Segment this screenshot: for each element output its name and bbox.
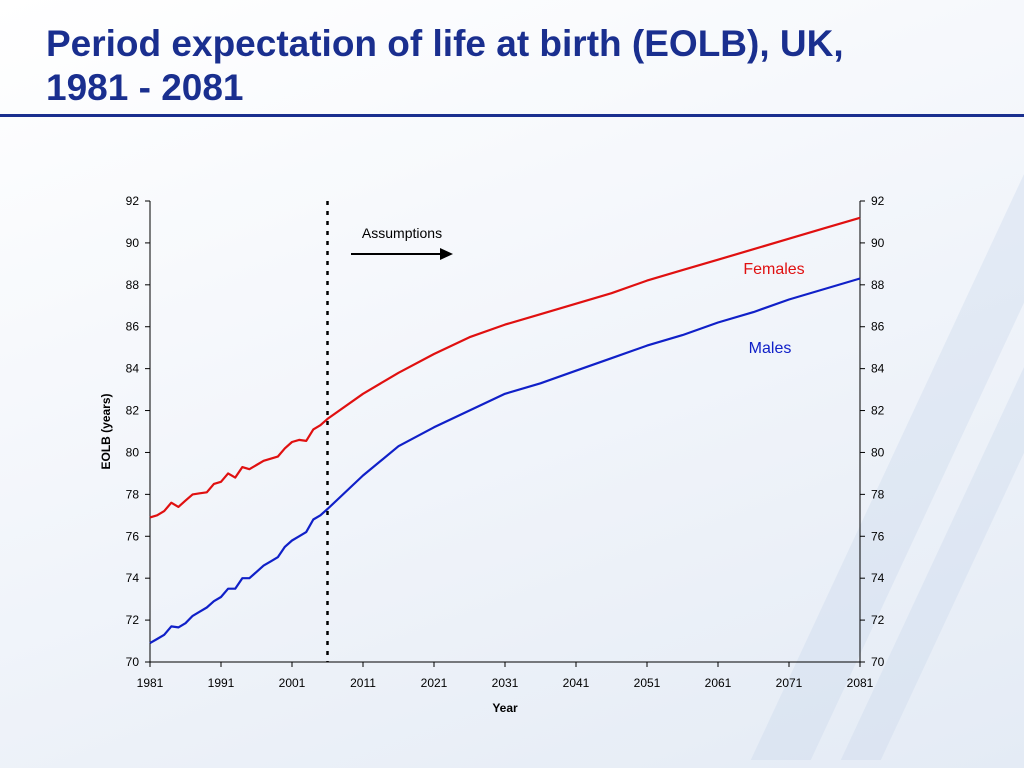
series-label-males: Males [749, 340, 792, 357]
x-tick-label: 2071 [776, 676, 803, 690]
y-tick-label-right: 86 [871, 320, 885, 334]
y-tick-label-right: 76 [871, 529, 885, 543]
series-label-females: Females [743, 261, 804, 278]
y-tick-label-left: 80 [126, 445, 140, 459]
y-tick-label-left: 82 [126, 404, 140, 418]
y-axis-title: EOLB (years) [99, 393, 113, 469]
x-tick-label: 2021 [421, 676, 448, 690]
y-tick-label-left: 88 [126, 278, 140, 292]
y-tick-label-right: 82 [871, 404, 885, 418]
x-tick-label: 2011 [350, 676, 376, 690]
y-tick-label-left: 90 [126, 236, 140, 250]
y-tick-label-right: 92 [871, 194, 885, 208]
y-tick-label-right: 88 [871, 278, 885, 292]
y-tick-label-right: 78 [871, 487, 885, 501]
x-tick-label: 2031 [492, 676, 519, 690]
chart-series: Females Males [149, 216, 861, 645]
assumptions-label: Assumptions [362, 225, 442, 241]
series-line-females [149, 216, 861, 519]
x-tick-label: 1991 [208, 676, 235, 690]
slide-title-line1: Period expectation of life at birth (EOL… [46, 23, 844, 64]
x-tick-label: 2081 [847, 676, 874, 690]
y-tick-label-right: 80 [871, 445, 885, 459]
y-tick-label-left: 84 [126, 362, 140, 376]
y-tick-label-left: 86 [126, 320, 140, 334]
y-tick-label-right: 74 [871, 571, 885, 585]
y-tick-label-left: 74 [126, 571, 140, 585]
y-tick-label-left: 76 [126, 529, 140, 543]
y-tick-label-right: 70 [871, 655, 885, 669]
y-tick-label-right: 84 [871, 362, 885, 376]
x-tick-label: 1981 [137, 676, 164, 690]
slide-title-line2: 1981 - 2081 [46, 67, 244, 108]
series-line-males [149, 277, 861, 645]
y-tick-label-left: 78 [126, 487, 140, 501]
x-tick-label: 2061 [705, 676, 732, 690]
x-axis-title: Year [492, 701, 518, 715]
slide-title: Period expectation of life at birth (EOL… [46, 22, 946, 110]
assumptions-arrow-head [440, 248, 453, 260]
y-tick-label-right: 72 [871, 613, 885, 627]
y-tick-label-left: 92 [126, 194, 140, 208]
x-tick-label: 2041 [563, 676, 590, 690]
y-tick-label-left: 72 [126, 613, 140, 627]
chart-axes: 70 70 72 72 74 74 76 76 78 78 80 80 82 82 84 84 86 86 88 88… [99, 194, 885, 715]
x-tick-label: 2001 [279, 676, 306, 690]
x-tick-label: 2051 [634, 676, 661, 690]
chart-annotations: Assumptions [326, 201, 453, 662]
y-tick-label-left: 70 [126, 655, 140, 669]
y-tick-label-right: 90 [871, 236, 885, 250]
title-divider [0, 114, 1024, 117]
